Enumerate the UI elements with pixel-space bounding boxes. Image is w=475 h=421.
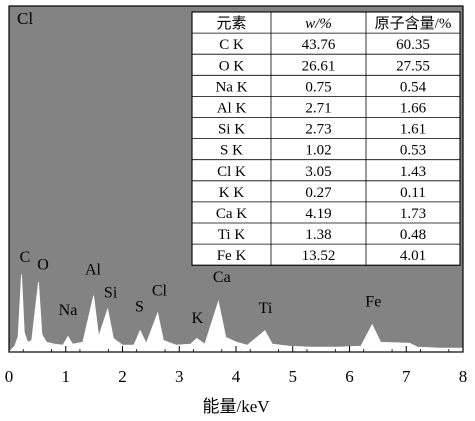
table-value-cell: 1.66 — [400, 101, 427, 117]
table-value-cell: 1.73 — [400, 206, 426, 222]
table-header-cell: w/% — [305, 16, 332, 32]
table-value-cell: 4.19 — [305, 206, 331, 222]
x-axis-title: 能量/keV — [202, 397, 270, 416]
x-tick-label: 4 — [232, 367, 241, 386]
spectrum-layer — [8, 274, 464, 353]
peak-label-k: K — [192, 310, 204, 327]
x-tick-label: 1 — [62, 367, 71, 386]
peak-label-ti: Ti — [259, 300, 273, 317]
x-tick-label: 0 — [5, 367, 14, 386]
table-header-cell: 原子含量/% — [375, 15, 452, 32]
table-value-cell: 1.38 — [305, 227, 331, 243]
peak-label-c: C — [20, 249, 31, 266]
table-value-cell: 2.73 — [305, 122, 331, 138]
table-value-cell: 43.76 — [302, 37, 336, 53]
table-value-cell: 0.54 — [400, 79, 427, 95]
peak-label-s: S — [135, 298, 144, 315]
x-axis: 0 1 2 3 4 5 6 7 8 — [5, 346, 468, 386]
table-element-cell: S K — [220, 143, 243, 159]
peak-label-fe: Fe — [365, 293, 381, 310]
peak-label-ca: Ca — [213, 269, 231, 286]
table-value-cell: 60.35 — [396, 37, 430, 53]
spectrum-area — [8, 274, 464, 353]
table-value-cell: 1.61 — [400, 122, 426, 138]
corner-label: Cl — [17, 9, 33, 28]
x-tick-label: 7 — [402, 367, 411, 386]
x-tick-label: 8 — [459, 367, 468, 386]
table-element-cell: Fe K — [217, 248, 247, 264]
peak-label-cl: Cl — [152, 283, 168, 300]
x-tick-label: 6 — [345, 367, 354, 386]
table-value-cell: 0.11 — [400, 185, 426, 201]
table-value-cell: 1.02 — [305, 143, 331, 159]
peak-label-si: Si — [104, 285, 118, 302]
x-tick-label: 5 — [289, 367, 298, 386]
table-value-cell: 4.01 — [400, 248, 426, 264]
table-element-cell: Ca K — [216, 206, 247, 222]
table-value-cell: 27.55 — [396, 58, 430, 74]
peak-label-al: Al — [85, 261, 102, 278]
peak-label-o: O — [37, 257, 49, 274]
table-header-cell: 元素 — [216, 15, 246, 32]
x-tick-label: 2 — [118, 367, 127, 386]
table-value-cell: 0.48 — [400, 227, 426, 243]
table-element-cell: O K — [219, 58, 245, 74]
table-element-cell: C K — [219, 37, 244, 53]
composition-table: 元素 w/% 原子含量/% C K 43.76 60.35 O K 26.61 27.55 Na … — [191, 11, 461, 266]
peak-label-na: Na — [59, 302, 78, 319]
table-value-cell: 0.53 — [400, 143, 426, 159]
table-value-cell: 26.61 — [302, 58, 336, 74]
table-element-cell: Cl K — [217, 164, 246, 180]
table-element-cell: Ti K — [218, 227, 246, 243]
table-value-cell: 0.27 — [305, 185, 332, 201]
table-element-cell: Al K — [217, 101, 247, 117]
table-value-cell: 2.71 — [305, 101, 331, 117]
table-element-cell: Si K — [218, 122, 245, 138]
table-element-cell: K K — [219, 185, 245, 201]
table-value-cell: 0.75 — [305, 79, 331, 95]
x-tick-label: 3 — [175, 367, 184, 386]
table-element-cell: Na K — [215, 79, 247, 95]
table-value-cell: 3.05 — [305, 164, 331, 180]
table-value-cell: 13.52 — [302, 248, 336, 264]
table-value-cell: 1.43 — [400, 164, 426, 180]
